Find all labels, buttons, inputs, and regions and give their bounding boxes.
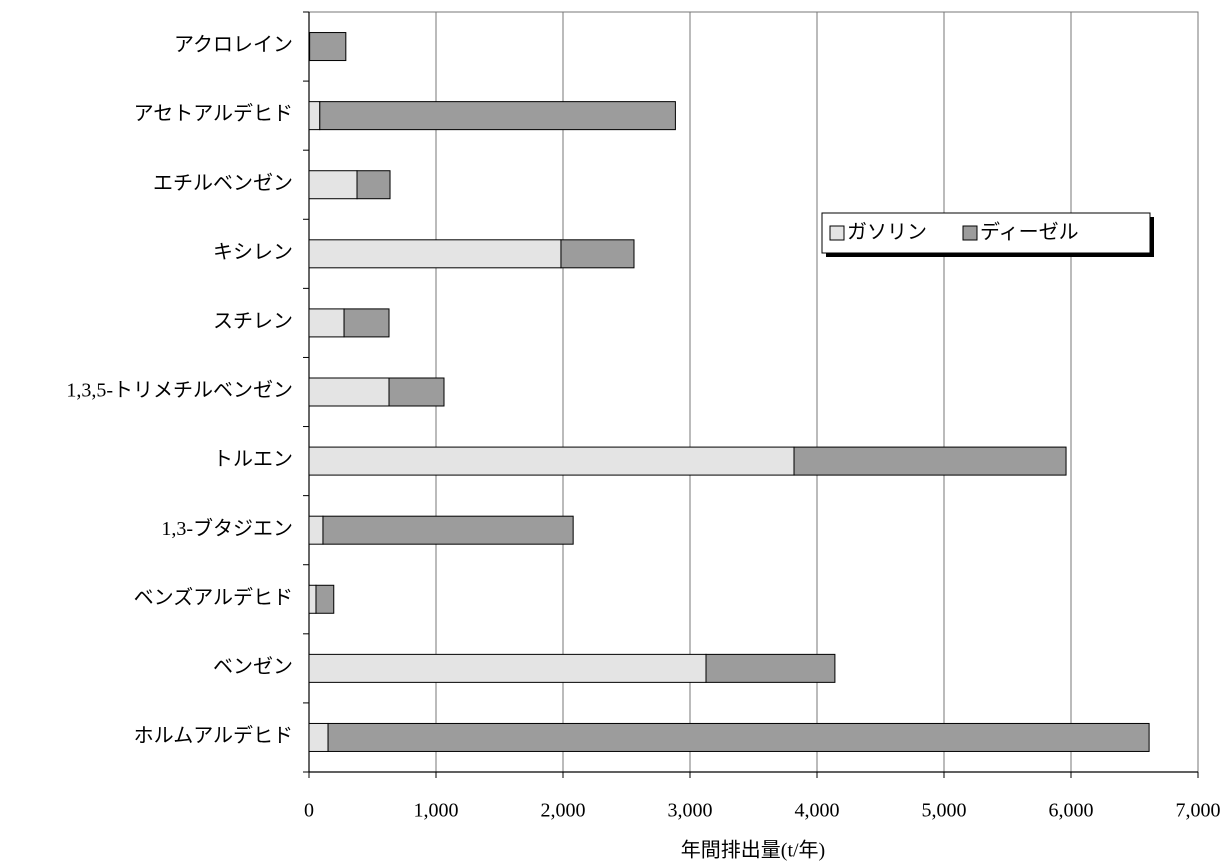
bar-segment (322, 515, 574, 545)
x-tick-label: 1,000 (414, 800, 459, 822)
x-tick-label: 5,000 (922, 800, 967, 822)
y-tick-label: トルエン (213, 449, 293, 471)
legend-label: ガソリン (847, 221, 927, 244)
bar-segment (327, 722, 1150, 752)
x-tick-label: 2,000 (541, 800, 586, 822)
y-tick-label: 1,3,5-トリメチルベンゼン (66, 379, 293, 402)
plot-area (308, 11, 1199, 773)
bar-segment (388, 377, 445, 407)
legend (821, 212, 1151, 254)
y-tick-label: 1,3-ブタジエン (161, 516, 293, 540)
bar-segment (356, 170, 391, 200)
bar-segment (308, 584, 317, 614)
y-tick-label: エチルベンゼン (153, 171, 293, 194)
y-tick-label: ベンゼン (213, 655, 293, 678)
y-tick-label: ホルムアルデヒド (134, 724, 293, 747)
bar-segment (308, 101, 321, 131)
bar-segment (308, 377, 390, 407)
bar-segment (319, 101, 676, 131)
bar-segment (705, 653, 836, 683)
x-tick-label: 4,000 (795, 800, 840, 822)
legend-swatch (962, 225, 978, 241)
legend-swatch (829, 225, 845, 241)
bar-segment (308, 308, 345, 338)
bar-segment (308, 170, 358, 200)
x-tick-label: 7,000 (1176, 800, 1221, 822)
bar-segment (343, 308, 390, 338)
legend-label: ディーゼル (980, 221, 1079, 244)
bar-segment (793, 446, 1067, 476)
x-tick-label: 6,000 (1049, 800, 1094, 822)
y-tick-label: ベンズアルデヒド (134, 586, 293, 609)
y-tick-label: アクロレイン (174, 33, 293, 56)
bar-segment (309, 32, 347, 62)
bar-segment (308, 239, 562, 269)
x-tick-label: 0 (304, 800, 314, 822)
bar-segment (308, 515, 324, 545)
y-tick-label: キシレン (213, 241, 293, 263)
x-axis-label: 年間排出量(t/年) (681, 839, 825, 862)
bar-segment (308, 446, 795, 476)
bar-segment (560, 239, 635, 269)
bar-segment (308, 722, 329, 752)
y-tick-label: スチレン (213, 311, 293, 333)
x-tick-label: 3,000 (668, 800, 713, 822)
bar-segment (308, 653, 707, 683)
bar-segment (315, 584, 335, 614)
y-tick-label: アセトアルデヒド (134, 102, 293, 125)
